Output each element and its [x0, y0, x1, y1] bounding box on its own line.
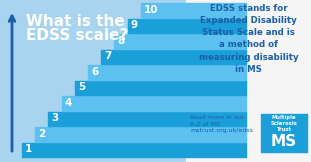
Text: Read more in our
A-Z of MS
mstrust.org.uk/edss: Read more in our A-Z of MS mstrust.org.u… [190, 115, 253, 133]
Text: 3: 3 [51, 113, 59, 123]
Bar [141, 3, 246, 17]
Bar [49, 111, 246, 126]
Text: EDSS scale?: EDSS scale? [26, 28, 128, 43]
Text: Multiple
Sclerosis
Trust: Multiple Sclerosis Trust [271, 115, 297, 132]
Text: 7: 7 [104, 52, 112, 61]
Bar [35, 127, 246, 141]
Text: 5: 5 [78, 82, 85, 93]
Text: 8: 8 [117, 36, 125, 46]
Text: 2: 2 [38, 129, 45, 139]
Text: 1: 1 [25, 145, 32, 154]
Bar [261, 114, 307, 152]
Bar [22, 143, 246, 157]
Bar [88, 65, 246, 80]
Bar [128, 18, 246, 33]
Text: 4: 4 [65, 98, 72, 108]
Bar [186, 0, 311, 162]
Text: 10: 10 [144, 5, 158, 15]
Text: 9: 9 [131, 20, 138, 30]
Text: What is the: What is the [26, 14, 125, 29]
Text: 6: 6 [91, 67, 98, 77]
Text: MS: MS [271, 134, 297, 149]
Bar [101, 50, 246, 64]
Bar [75, 81, 246, 95]
Bar [62, 96, 246, 110]
Text: EDSS stands for
Expanded Disability
Status Scale and is
a method of
measuring di: EDSS stands for Expanded Disability Stat… [199, 4, 298, 74]
Bar [114, 34, 246, 48]
